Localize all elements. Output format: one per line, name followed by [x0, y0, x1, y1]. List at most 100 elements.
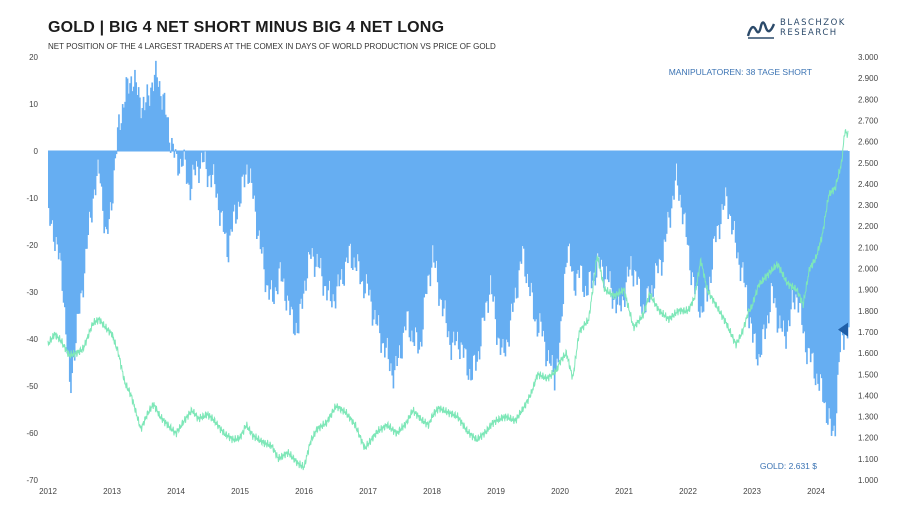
bar [595, 151, 598, 278]
bar [624, 151, 626, 307]
bar [750, 151, 753, 324]
bar [768, 151, 770, 324]
bar [716, 151, 718, 227]
bar [790, 151, 792, 310]
bar [220, 151, 222, 213]
bar [503, 151, 506, 353]
bar [211, 151, 214, 175]
bar [124, 101, 126, 151]
bar [76, 151, 78, 314]
bar [738, 151, 741, 265]
bar [236, 151, 238, 220]
bar [833, 151, 835, 426]
bar [627, 151, 630, 277]
bar [748, 151, 750, 329]
bar [80, 151, 82, 294]
bar [636, 151, 638, 285]
bar [294, 151, 296, 336]
bar [747, 151, 749, 312]
wave-logo-icon [746, 21, 776, 39]
y-left-tick-label: -30 [26, 288, 38, 297]
bar [508, 151, 510, 347]
bar [797, 151, 800, 313]
bar [531, 151, 534, 293]
bar [317, 151, 320, 268]
bar [107, 151, 109, 234]
bar [75, 151, 77, 344]
bar [64, 151, 66, 308]
bar [173, 151, 176, 158]
bar [513, 151, 515, 303]
bar [329, 151, 332, 302]
bar [222, 151, 225, 232]
bar [542, 151, 545, 331]
bar [386, 151, 389, 338]
bar [779, 151, 781, 316]
bar [203, 151, 205, 162]
bar [235, 151, 237, 224]
y-right-tick-label: 2.600 [858, 138, 879, 147]
bar [480, 151, 482, 347]
bar [352, 151, 354, 270]
bar [681, 151, 684, 225]
bar [825, 151, 828, 423]
bar [68, 151, 71, 382]
bar [345, 151, 348, 258]
bar [708, 151, 711, 277]
bar [689, 151, 691, 271]
bar [841, 151, 844, 336]
bar [72, 151, 75, 358]
bar [631, 151, 634, 276]
bar [178, 151, 181, 174]
bar [226, 151, 229, 257]
annotation-gold-price: GOLD: 2.631 $ [760, 461, 817, 471]
bar [486, 151, 488, 302]
bar [50, 151, 53, 224]
bar [119, 130, 122, 151]
bar [504, 151, 507, 357]
bar [337, 151, 339, 275]
bar [60, 151, 62, 261]
bar [61, 151, 64, 291]
bar [156, 77, 158, 151]
bar [541, 151, 544, 337]
logo-line-1: BLASCHZOK [780, 18, 846, 28]
bar [144, 110, 146, 151]
bar [54, 151, 56, 251]
bar [605, 151, 608, 267]
bar [322, 151, 325, 296]
y-left-tick-label: -20 [26, 241, 38, 250]
bar [448, 151, 450, 332]
bar [562, 151, 565, 305]
bar [510, 151, 513, 304]
bar [468, 151, 471, 369]
bar [286, 151, 289, 296]
bar [158, 81, 161, 151]
bar [537, 151, 540, 333]
bar [733, 151, 736, 222]
bar [610, 151, 613, 288]
bar [526, 151, 529, 274]
bar [198, 151, 200, 184]
bar [704, 151, 706, 288]
bar [263, 151, 266, 270]
bar [243, 151, 246, 188]
bar [827, 151, 829, 425]
current-value-marker [838, 322, 848, 337]
bar [179, 151, 182, 159]
y-axis-right: 3.000 2.900 2.800 2.700 2.600 2.500 2.400 2.300… [858, 53, 879, 485]
bar [553, 151, 556, 391]
bar [249, 151, 252, 169]
bar [313, 151, 316, 277]
bar [163, 92, 166, 151]
bar [763, 151, 765, 325]
bar [505, 151, 508, 340]
bar [743, 151, 746, 283]
bar [722, 151, 725, 210]
bar [224, 151, 226, 234]
bar [781, 151, 784, 332]
y-right-tick-label: 1.500 [858, 370, 879, 379]
bar [231, 151, 234, 232]
bar [371, 151, 374, 326]
bar [331, 151, 333, 308]
